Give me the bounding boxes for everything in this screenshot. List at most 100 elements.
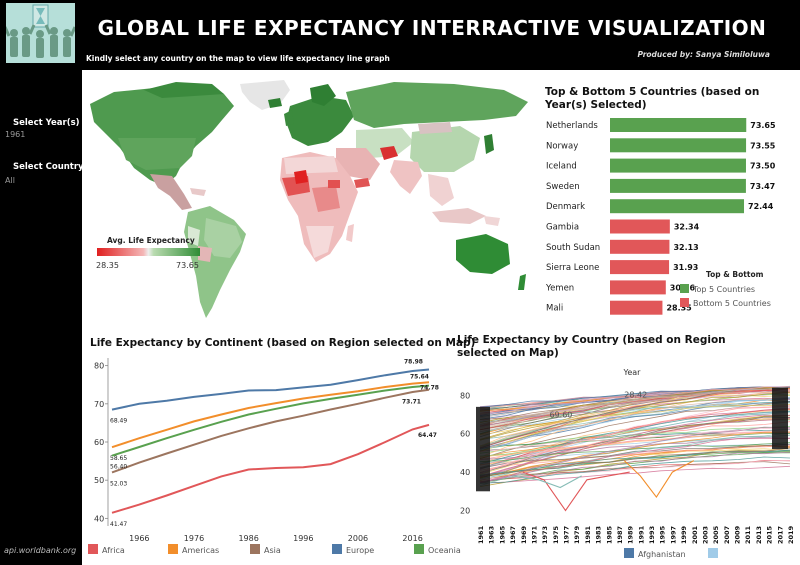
top-bottom-bar-chart[interactable]: Netherlands 73.65 Norway 73.55 Iceland 73.50 S…	[540, 114, 800, 324]
legend-swatch-asia	[250, 544, 260, 554]
map-region-peru	[188, 226, 200, 246]
country-line-110	[479, 388, 791, 431]
map-region-madagascar	[346, 224, 354, 242]
country-x-tick-2009: 2009	[734, 525, 742, 544]
country-filter-value[interactable]: All	[5, 176, 15, 185]
map-region-china	[410, 126, 480, 172]
country-line-101	[479, 396, 791, 450]
country-line-29	[479, 401, 791, 440]
map-region-southeast-asia	[428, 174, 454, 206]
country-line-113	[479, 386, 791, 426]
continent-y-tick-80: 80	[94, 362, 104, 371]
legend-item-europe[interactable]: Europe	[332, 544, 374, 555]
bar-category-iceland: Iceland	[546, 162, 577, 172]
bar-netherlands	[610, 118, 747, 132]
map-region-afghanistan	[380, 146, 398, 160]
continent-x-tick-1996: 1996	[293, 534, 313, 543]
continent-legend: Africa Americas Asia Europe Oceania	[88, 544, 468, 558]
country-start-labels-overplot	[476, 406, 490, 492]
continent-start-label-asia: 52.03	[110, 480, 127, 487]
country-line-94	[479, 418, 791, 477]
country-end-labels-overplot	[772, 387, 788, 450]
legend-label-oceania: Oceania	[428, 546, 461, 555]
country-x-tick-2019: 2019	[787, 525, 795, 544]
country-line-74	[479, 465, 791, 484]
country-line-chart[interactable]: Year 20 40 60 80 69.60 28.42 1961 1963 1965 1967 19…	[450, 362, 796, 544]
legend-label-top5: Top 5 Countries	[693, 285, 756, 294]
bar-category-south-sudan: South Sudan	[546, 243, 600, 253]
map-region-new-zealand	[518, 274, 526, 290]
legend-item-americas[interactable]: Americas	[168, 544, 219, 555]
bar-value-netherlands: 73.65	[750, 121, 776, 130]
filter-sidebar: Select Year(s) 1961 Select Country All	[0, 70, 84, 565]
country-y-tick-60: 60	[460, 430, 470, 439]
continent-end-label-asia: 73.71	[402, 399, 421, 406]
map-region-russia	[346, 82, 528, 128]
country-x-tick-1981: 1981	[584, 525, 592, 544]
map-region-middle-east	[336, 148, 380, 180]
map-region-india	[390, 160, 422, 194]
legend-item-top5[interactable]: Top 5 Countries	[680, 284, 755, 294]
world-map[interactable]	[84, 76, 534, 326]
legend-item-afghanistan[interactable]: Afghanistan	[624, 548, 686, 559]
map-region-greenland	[240, 80, 290, 110]
country-line-117	[479, 386, 791, 416]
bar-mali	[610, 300, 663, 315]
country-line-116	[479, 426, 791, 483]
country-line-100	[479, 386, 791, 408]
bar-category-gambia: Gambia	[546, 223, 579, 233]
map-region-yemen	[354, 178, 370, 188]
continent-start-label-africa: 41.47	[110, 521, 127, 528]
bar-category-denmark: Denmark	[546, 202, 585, 212]
country-line-111	[479, 405, 791, 473]
bar-value-sierra-leone: 31.93	[673, 263, 698, 272]
country-x-tick-2005: 2005	[712, 525, 720, 544]
legend-swatch-top5	[680, 284, 689, 293]
map-region-uk	[284, 110, 294, 126]
legend-label-asia: Asia	[264, 546, 281, 555]
year-filter-value[interactable]: 1961	[5, 130, 26, 139]
legend-item-africa[interactable]: Africa	[88, 544, 125, 555]
continent-line-chart[interactable]: 40 50 60 70 80 1966 1976 1986 1996 2006 2016 41.47 5…	[84, 350, 444, 545]
country-x-tick-2017: 2017	[776, 526, 784, 544]
country-line-15	[479, 427, 791, 468]
legend-item-asia[interactable]: Asia	[250, 544, 281, 555]
legend-swatch-oceania	[414, 544, 424, 554]
country-line-107	[479, 404, 791, 436]
map-region-japan	[484, 134, 494, 154]
map-region-north-africa	[284, 156, 338, 174]
legend-label-americas: Americas	[182, 546, 220, 555]
country-filter-label: Select Country	[13, 162, 84, 172]
bar-norway	[610, 138, 747, 153]
country-line-114	[479, 437, 791, 483]
legend-item-bottom5[interactable]: Bottom 5 Countries	[680, 298, 771, 308]
country-x-tick-1995: 1995	[659, 525, 667, 544]
country-line-95	[479, 404, 791, 475]
country-line-105	[479, 426, 791, 457]
bar-sweden	[610, 178, 746, 193]
bar-gambia	[610, 219, 670, 234]
country-x-tick-2011: 2011	[744, 525, 752, 544]
map-color-scale	[97, 248, 200, 256]
continent-end-label-europe: 78.98	[404, 359, 423, 366]
dashboard-instruction: Kindly select any country on the map to …	[86, 54, 390, 63]
top-bottom-chart-title: Top & Bottom 5 Countries (based on Year(…	[545, 86, 760, 111]
map-region-central-africa	[312, 186, 340, 212]
country-y-tick-20: 20	[460, 506, 470, 515]
bar-value-denmark: 72.44	[748, 202, 774, 211]
legend-label-afghanistan: Afghanistan	[638, 550, 686, 559]
continent-y-tick-70: 70	[94, 400, 104, 409]
country-lines-group	[479, 385, 791, 512]
legend-item-oceania[interactable]: Oceania	[414, 544, 461, 555]
map-region-indonesia	[432, 208, 486, 224]
country-line-61	[479, 399, 791, 433]
legend-swatch-americas	[168, 544, 178, 554]
map-region-caribbean	[190, 188, 206, 196]
country-line-75	[479, 460, 791, 481]
legend-item-next-country[interactable]	[708, 548, 722, 559]
continent-y-tick-60: 60	[94, 438, 104, 447]
country-x-tick-1977: 1977	[563, 526, 571, 544]
bar-value-gambia: 32.34	[674, 223, 700, 232]
people-crowd-logo	[6, 3, 75, 63]
country-y-tick-40: 40	[460, 468, 470, 477]
